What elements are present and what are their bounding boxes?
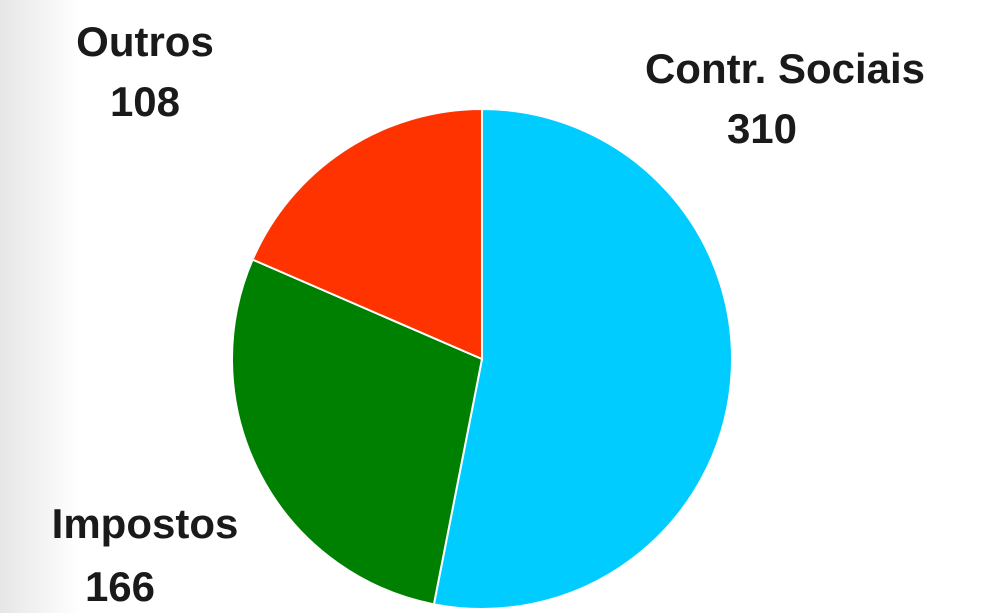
slice-value: 310 [727,105,797,152]
slice-label: Impostos [52,500,239,547]
pie-slice [251,107,483,361]
slice-label: Contr. Sociais [645,45,925,92]
slice-value: 108 [110,78,180,125]
pie-slice [432,107,733,610]
pie-slice [231,258,484,606]
slice-label: Outros [76,18,214,65]
slice-value: 166 [85,563,155,610]
